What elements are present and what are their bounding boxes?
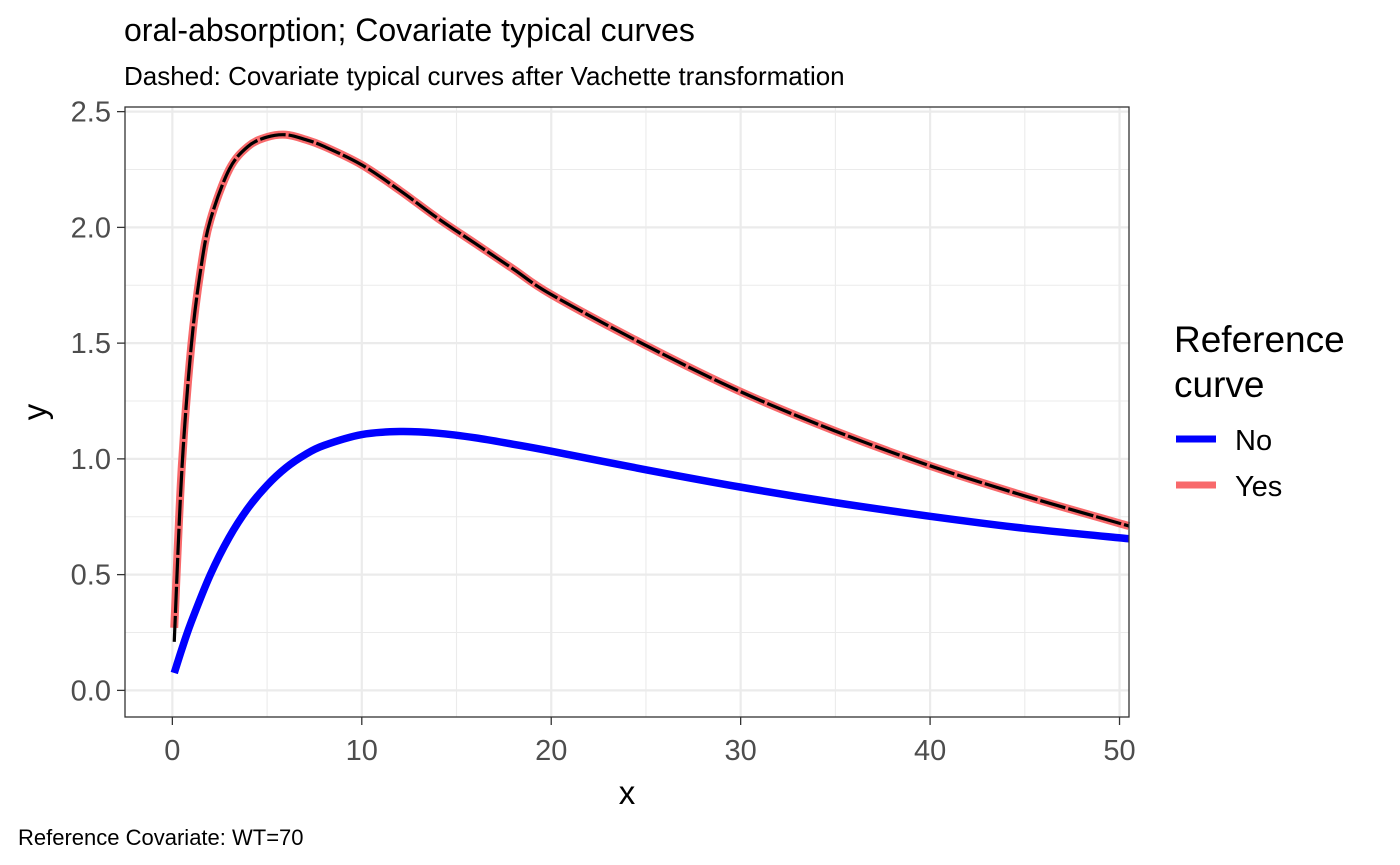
y-tick-label: 2.0 <box>71 212 111 244</box>
x-tick-label: 40 <box>914 735 946 767</box>
y-tick-label: 0.5 <box>71 560 111 592</box>
y-axis-label: y <box>16 403 53 420</box>
series-line-no <box>170 427 1130 675</box>
legend: Reference curve No Yes <box>1174 319 1345 503</box>
y-tick-label: 1.0 <box>71 444 111 476</box>
x-tick-label: 0 <box>164 735 180 767</box>
x-tick-label: 50 <box>1103 735 1135 767</box>
y-tick-label: 2.5 <box>71 97 111 129</box>
x-axis: 0 10 20 30 40 50 <box>164 717 1136 767</box>
y-tick-label: 1.5 <box>71 328 111 360</box>
series-line-dashed <box>172 133 1130 642</box>
legend-label-no: No <box>1235 425 1272 457</box>
x-tick-label: 10 <box>346 735 378 767</box>
y-tick-label: 0.0 <box>71 675 111 707</box>
chart-caption: Reference Covariate: WT=70 <box>18 825 304 850</box>
legend-label-yes: Yes <box>1235 471 1282 503</box>
y-axis: 0.0 0.5 1.0 1.5 2.0 2.5 <box>71 97 125 707</box>
x-tick-label: 30 <box>725 735 757 767</box>
plot-border <box>124 106 1130 718</box>
legend-title-line-1: Reference <box>1174 319 1345 360</box>
grid-lines <box>125 107 1129 717</box>
chart-title: oral-absorption; Covariate typical curve… <box>124 12 695 48</box>
chart-subtitle: Dashed: Covariate typical curves after V… <box>124 61 845 91</box>
x-axis-label: x <box>619 774 636 811</box>
series-layer <box>170 130 1131 675</box>
plot-panel <box>125 107 1129 717</box>
x-tick-label: 20 <box>535 735 567 767</box>
legend-title-line-2: curve <box>1174 364 1264 405</box>
